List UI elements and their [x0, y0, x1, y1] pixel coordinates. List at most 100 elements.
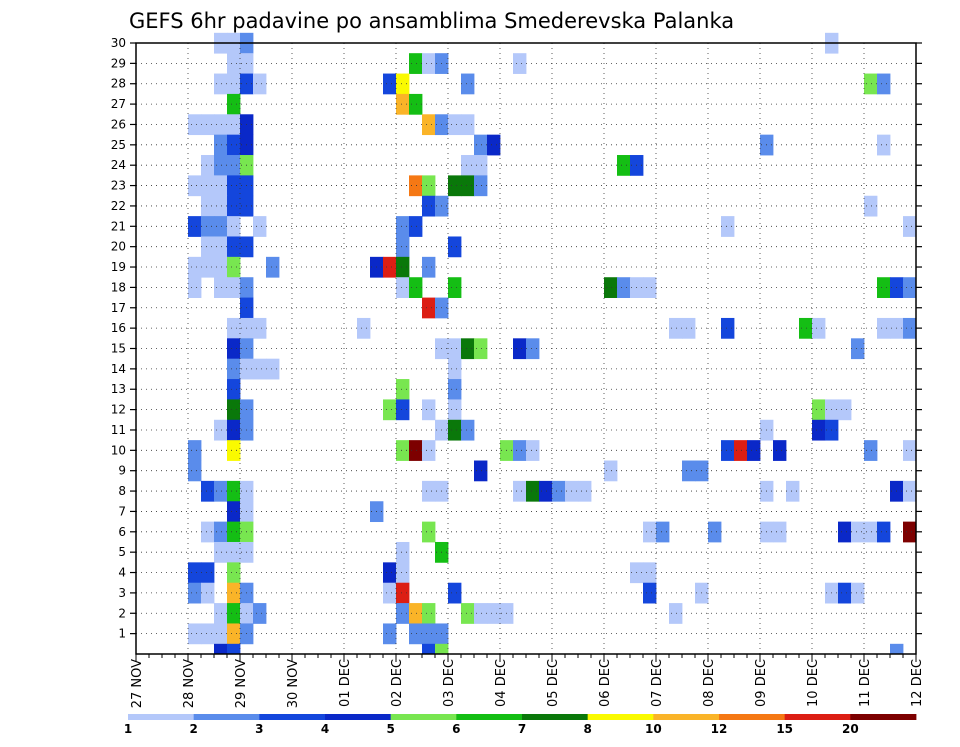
heatmap-cell — [227, 216, 241, 237]
y-tick-label: 17 — [111, 301, 126, 315]
heatmap-cell — [448, 358, 462, 380]
heatmap-cell — [214, 256, 228, 278]
legend-label: 8 — [583, 722, 591, 736]
heatmap-cell — [201, 155, 215, 176]
heatmap-cell — [188, 114, 202, 136]
heatmap-cell — [864, 440, 878, 461]
heatmap-cell — [526, 338, 540, 360]
heatmap-cell — [708, 521, 722, 543]
x-tick-label: 03 DEC — [442, 659, 457, 707]
heatmap-cell — [448, 175, 462, 197]
heatmap-cell — [682, 460, 696, 482]
heatmap-cell — [227, 419, 241, 441]
y-tick-label: 2 — [118, 606, 126, 620]
heatmap-cell — [552, 480, 566, 502]
heatmap-cell — [422, 480, 436, 502]
heatmap-cell — [227, 480, 241, 502]
y-tick-label: 1 — [118, 627, 126, 641]
heatmap-cell — [721, 317, 735, 339]
heatmap-cell — [201, 195, 215, 217]
heatmap-cell — [201, 236, 215, 258]
heatmap-cell — [214, 603, 228, 624]
heatmap-cell — [227, 93, 241, 115]
heatmap-cell — [396, 541, 410, 563]
heatmap-cell — [851, 521, 865, 543]
heatmap-cell — [201, 521, 215, 543]
heatmap-cell — [227, 195, 241, 217]
legend-label: 4 — [321, 722, 329, 736]
heatmap-cell — [201, 480, 215, 502]
heatmap-cell — [253, 603, 267, 624]
heatmap-cell — [422, 297, 436, 319]
heatmap-cell — [396, 399, 410, 421]
heatmap-cell — [903, 521, 917, 543]
y-tick-label: 5 — [118, 545, 126, 559]
heatmap-cell — [201, 216, 215, 237]
heatmap-cell — [227, 114, 241, 136]
heatmap-cell — [214, 643, 228, 654]
heatmap-cell — [227, 155, 241, 176]
heatmap-cell — [864, 521, 878, 543]
y-tick-label: 23 — [111, 179, 126, 193]
heatmap-cell — [643, 521, 657, 543]
heatmap-cell — [396, 216, 410, 237]
y-tick-label: 22 — [111, 199, 126, 213]
y-tick-label: 7 — [118, 504, 126, 518]
heatmap-cell — [474, 460, 488, 482]
heatmap-cell — [474, 338, 488, 360]
heatmap-cell — [253, 73, 267, 95]
heatmap-cell — [227, 236, 241, 258]
legend-swatch — [850, 714, 917, 720]
y-tick-label: 14 — [111, 362, 126, 376]
heatmap-cell — [877, 521, 891, 543]
heatmap-cell — [838, 582, 852, 604]
heatmap-cell — [396, 582, 410, 604]
legend-label: 7 — [518, 722, 526, 736]
heatmap-cell — [227, 277, 241, 298]
x-tick-label: 29 NOV — [234, 659, 249, 708]
x-tick-label: 28 NOV — [182, 659, 197, 708]
heatmap-cell — [227, 256, 241, 278]
heatmap-cell — [838, 521, 852, 543]
heatmap-cell — [214, 623, 228, 645]
heatmap-cell — [643, 562, 657, 584]
heatmap-cell — [227, 175, 241, 197]
heatmap-cell — [188, 277, 202, 298]
y-tick-label: 16 — [111, 321, 126, 335]
heatmap-cell — [487, 134, 501, 156]
heatmap-cell — [578, 480, 592, 502]
heatmap-cell — [227, 53, 241, 74]
x-tick-label: 09 DEC — [754, 659, 769, 707]
heatmap-cell — [448, 338, 462, 360]
heatmap-cell — [214, 480, 228, 502]
heatmap-cell — [227, 643, 241, 654]
heatmap-cell — [643, 277, 657, 298]
y-tick-label: 28 — [111, 77, 126, 91]
heatmap-cell — [227, 541, 241, 563]
heatmap-cell — [227, 379, 241, 400]
heatmap-cell — [396, 603, 410, 624]
heatmap-cell — [786, 480, 800, 502]
heatmap-cell — [253, 358, 267, 380]
heatmap-cell — [461, 419, 475, 441]
heatmap-cell — [422, 603, 436, 624]
legend-swatch — [390, 714, 457, 720]
heatmap-cell — [201, 175, 215, 197]
legend-label: 20 — [842, 722, 859, 736]
heatmap-cell — [383, 256, 397, 278]
heatmap-cell — [487, 603, 501, 624]
heatmap-cell — [227, 399, 241, 421]
heatmap-cell — [383, 562, 397, 584]
heatmap-cell — [214, 541, 228, 563]
heatmap-cell — [773, 521, 787, 543]
heatmap-cell — [409, 93, 423, 115]
heatmap-cell — [448, 277, 462, 298]
x-tick-label: 12 DEC — [910, 659, 925, 707]
heatmap-cell — [188, 562, 202, 584]
heatmap-cell — [461, 114, 475, 136]
y-tick-label: 19 — [111, 260, 126, 274]
heatmap-cell — [617, 277, 631, 298]
heatmap-cell — [448, 419, 462, 441]
